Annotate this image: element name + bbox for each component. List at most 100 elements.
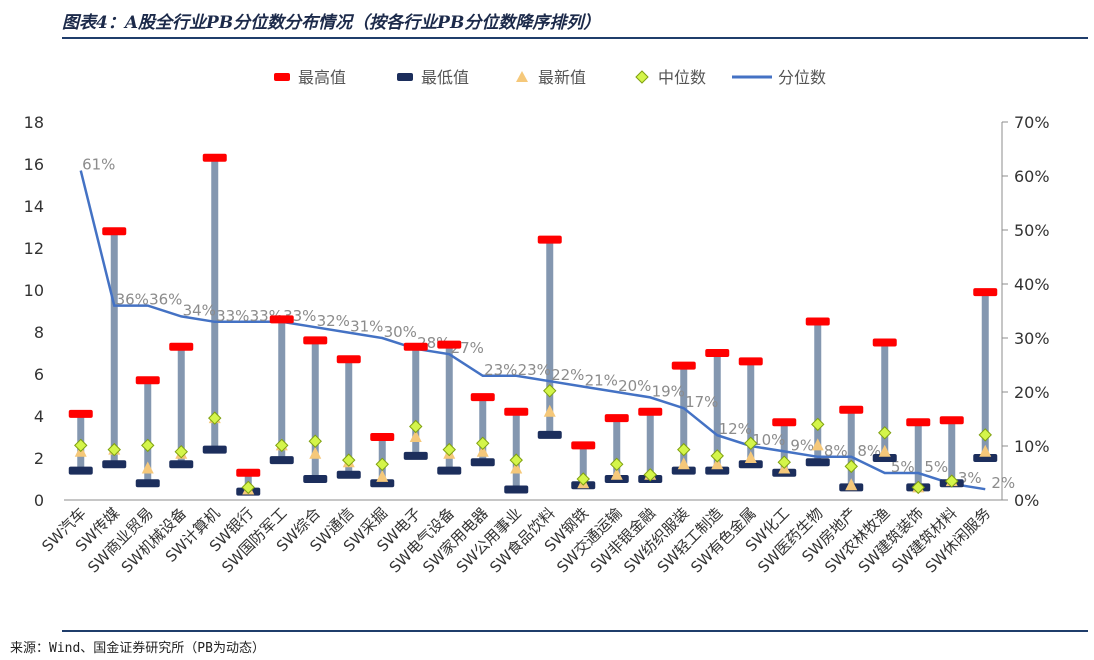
- median-marker: [543, 384, 557, 398]
- legend-median-icon: [635, 70, 649, 84]
- y2-tick-label: 70%: [1014, 113, 1050, 132]
- latest-marker: [376, 469, 389, 482]
- title-rule: [62, 37, 1088, 39]
- median-marker: [878, 426, 892, 440]
- y2-tick-label: 20%: [1014, 383, 1050, 402]
- max-marker: [939, 416, 964, 425]
- max-marker: [872, 338, 897, 347]
- percentile-data-label: 23%: [518, 361, 551, 379]
- min-marker: [437, 466, 462, 475]
- min-marker: [135, 479, 160, 488]
- min-marker: [102, 460, 127, 469]
- max-marker: [303, 336, 328, 345]
- max-marker: [336, 355, 361, 364]
- percentile-data-label: 36%: [116, 291, 149, 309]
- range-bar: [345, 359, 353, 475]
- max-marker: [403, 342, 428, 351]
- min-marker: [805, 458, 830, 467]
- median-marker: [476, 436, 490, 451]
- source-note: 来源：Wind、国金证券研究所（PB为动态）: [10, 641, 265, 656]
- range-bar: [914, 422, 922, 488]
- median-marker: [844, 459, 858, 474]
- legend-label: 最高值: [298, 68, 346, 87]
- max-marker: [906, 418, 931, 427]
- min-marker: [269, 456, 294, 465]
- percentile-data-label: 21%: [585, 372, 618, 390]
- range-bar: [579, 445, 587, 486]
- value-markers: [68, 153, 998, 496]
- min-marker: [403, 451, 428, 460]
- median-marker: [677, 442, 691, 457]
- max-marker: [738, 357, 763, 366]
- median-marker: [174, 444, 188, 459]
- legend-label: 最低值: [421, 68, 469, 87]
- min-marker: [738, 460, 763, 469]
- max-marker: [671, 361, 696, 370]
- max-marker: [705, 349, 730, 357]
- percentile-data-label: 9%: [790, 436, 814, 454]
- min-marker: [303, 475, 328, 483]
- range-bar: [144, 380, 152, 484]
- percentile-data-label: 61%: [82, 156, 115, 174]
- footer-rule: [62, 630, 1088, 632]
- y-tick-label: 4: [34, 407, 44, 426]
- median-marker: [643, 468, 657, 482]
- figure-title: 图表4：A股全行业PB分位数分布情况（按各行业PB分位数降序排列）: [62, 13, 601, 33]
- y-tick-label: 8: [34, 323, 44, 342]
- latest-marker: [979, 444, 992, 457]
- percentile-data-label: 2%: [991, 474, 1015, 492]
- max-marker: [269, 315, 294, 324]
- legend-label: 中位数: [658, 68, 706, 87]
- min-marker: [370, 479, 395, 488]
- median-marker: [275, 438, 289, 453]
- max-marker: [772, 418, 797, 427]
- median-marker: [710, 449, 724, 463]
- legend-min-icon: [397, 73, 413, 81]
- max-marker: [169, 342, 194, 351]
- min-marker: [470, 458, 495, 467]
- percentile-data-label: 19%: [652, 382, 685, 400]
- latest-marker: [677, 457, 690, 470]
- y-tick-label: 12: [24, 239, 44, 258]
- range-bar: [713, 353, 721, 471]
- min-marker: [504, 485, 529, 494]
- range-bar: [646, 411, 654, 479]
- y2-tick-label: 50%: [1014, 221, 1050, 240]
- range-bar: [445, 344, 453, 471]
- median-marker: [241, 480, 255, 495]
- range-bar: [546, 239, 554, 435]
- median-marker: [342, 453, 356, 467]
- median-marker: [744, 436, 758, 451]
- median-marker: [308, 434, 322, 448]
- y-tick-label: 10: [24, 281, 44, 300]
- latest-marker: [476, 444, 489, 457]
- percentile-data-label: 23%: [484, 361, 517, 379]
- min-marker: [202, 445, 227, 454]
- percentile-data-label: 30%: [384, 323, 417, 341]
- percentile-data-label: 20%: [618, 377, 651, 395]
- max-marker: [102, 227, 127, 236]
- max-marker: [202, 153, 227, 162]
- y2-tick-label: 60%: [1014, 167, 1050, 186]
- percentile-line-group: 61%36% 36%34% 33% 33% 33% 32% 31% 30%28% 27%23% 2…: [79, 156, 1015, 492]
- latest-marker: [510, 461, 523, 474]
- latest-marker: [610, 467, 623, 480]
- median-marker: [911, 480, 925, 495]
- y-tick-label: 2: [34, 449, 44, 468]
- y-tick-label: 16: [24, 155, 44, 174]
- max-marker: [973, 288, 998, 297]
- min-marker: [169, 460, 194, 469]
- min-marker: [336, 470, 361, 479]
- min-marker: [68, 466, 93, 475]
- range-bar: [512, 411, 520, 490]
- latest-marker: [878, 444, 891, 457]
- legend-max-icon: [274, 73, 290, 81]
- max-marker: [537, 235, 562, 244]
- median-marker: [576, 472, 590, 486]
- range-bar: [881, 342, 889, 458]
- range-bar: [110, 231, 118, 465]
- max-marker: [638, 407, 663, 416]
- percentile-data-label: 10%: [752, 431, 785, 449]
- legend-label: 最新值: [538, 68, 586, 87]
